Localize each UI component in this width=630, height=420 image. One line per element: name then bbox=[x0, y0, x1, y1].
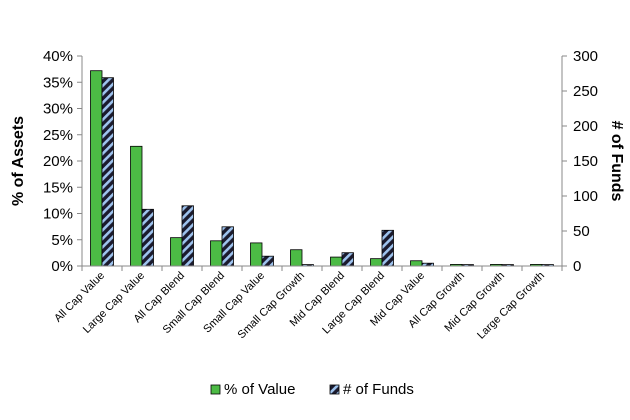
bar-value bbox=[290, 249, 303, 267]
bar-value bbox=[170, 237, 183, 267]
bar-value bbox=[370, 258, 383, 267]
y-left-tick-label: 35% bbox=[43, 74, 73, 91]
bar-value bbox=[90, 70, 103, 267]
y-right-tick-label: 300 bbox=[573, 48, 598, 65]
legend: % of Value # of Funds bbox=[210, 381, 414, 398]
legend-label-funds: # of Funds bbox=[343, 381, 414, 398]
y-left-tick-label: 20% bbox=[43, 153, 73, 170]
legend-swatch-value bbox=[210, 384, 221, 395]
bar-funds bbox=[181, 205, 194, 267]
y-left-tick-label: 5% bbox=[51, 232, 73, 249]
y-left-tick-label: 25% bbox=[43, 127, 73, 144]
y-left-tick-label: 0% bbox=[51, 258, 73, 275]
y-right-tick-label: 200 bbox=[573, 118, 598, 135]
x-category-label: Large Cap Growth bbox=[475, 270, 547, 342]
x-category-label: Small Cap Growth bbox=[236, 270, 308, 342]
y-left-tick-label: 30% bbox=[43, 101, 73, 118]
bar-value bbox=[250, 242, 263, 267]
bar-value bbox=[330, 256, 343, 267]
y-right-axis-title: # of Funds bbox=[608, 121, 625, 202]
y-right-tick-label: 150 bbox=[573, 153, 598, 170]
legend-label-value: % of Value bbox=[224, 381, 295, 398]
y-left-tick-label: 40% bbox=[43, 48, 73, 65]
y-left-axis-title: % of Assets bbox=[10, 116, 27, 206]
bar-funds bbox=[381, 229, 394, 267]
y-left-tick-label: 15% bbox=[43, 179, 73, 196]
bar-funds bbox=[141, 208, 154, 267]
bar-funds bbox=[221, 226, 234, 267]
bar-value bbox=[210, 240, 223, 267]
y-right-tick-label: 50 bbox=[573, 223, 590, 240]
plot-area: 0% 5% 10% 15% 20% 25% 30% 35% 40% 0 50 100 150 200 250… bbox=[43, 48, 598, 342]
y-right-tick-label: 100 bbox=[573, 188, 598, 205]
y-right-tick-label: 250 bbox=[573, 83, 598, 100]
y-right-tick-label: 0 bbox=[573, 258, 581, 275]
legend-swatch-funds bbox=[329, 384, 340, 395]
bar-funds bbox=[261, 255, 274, 267]
y-left-tick-label: 10% bbox=[43, 206, 73, 223]
bar-value bbox=[410, 260, 423, 267]
bar-value bbox=[130, 145, 143, 267]
bar-funds bbox=[341, 252, 354, 267]
bar-funds bbox=[101, 77, 114, 267]
